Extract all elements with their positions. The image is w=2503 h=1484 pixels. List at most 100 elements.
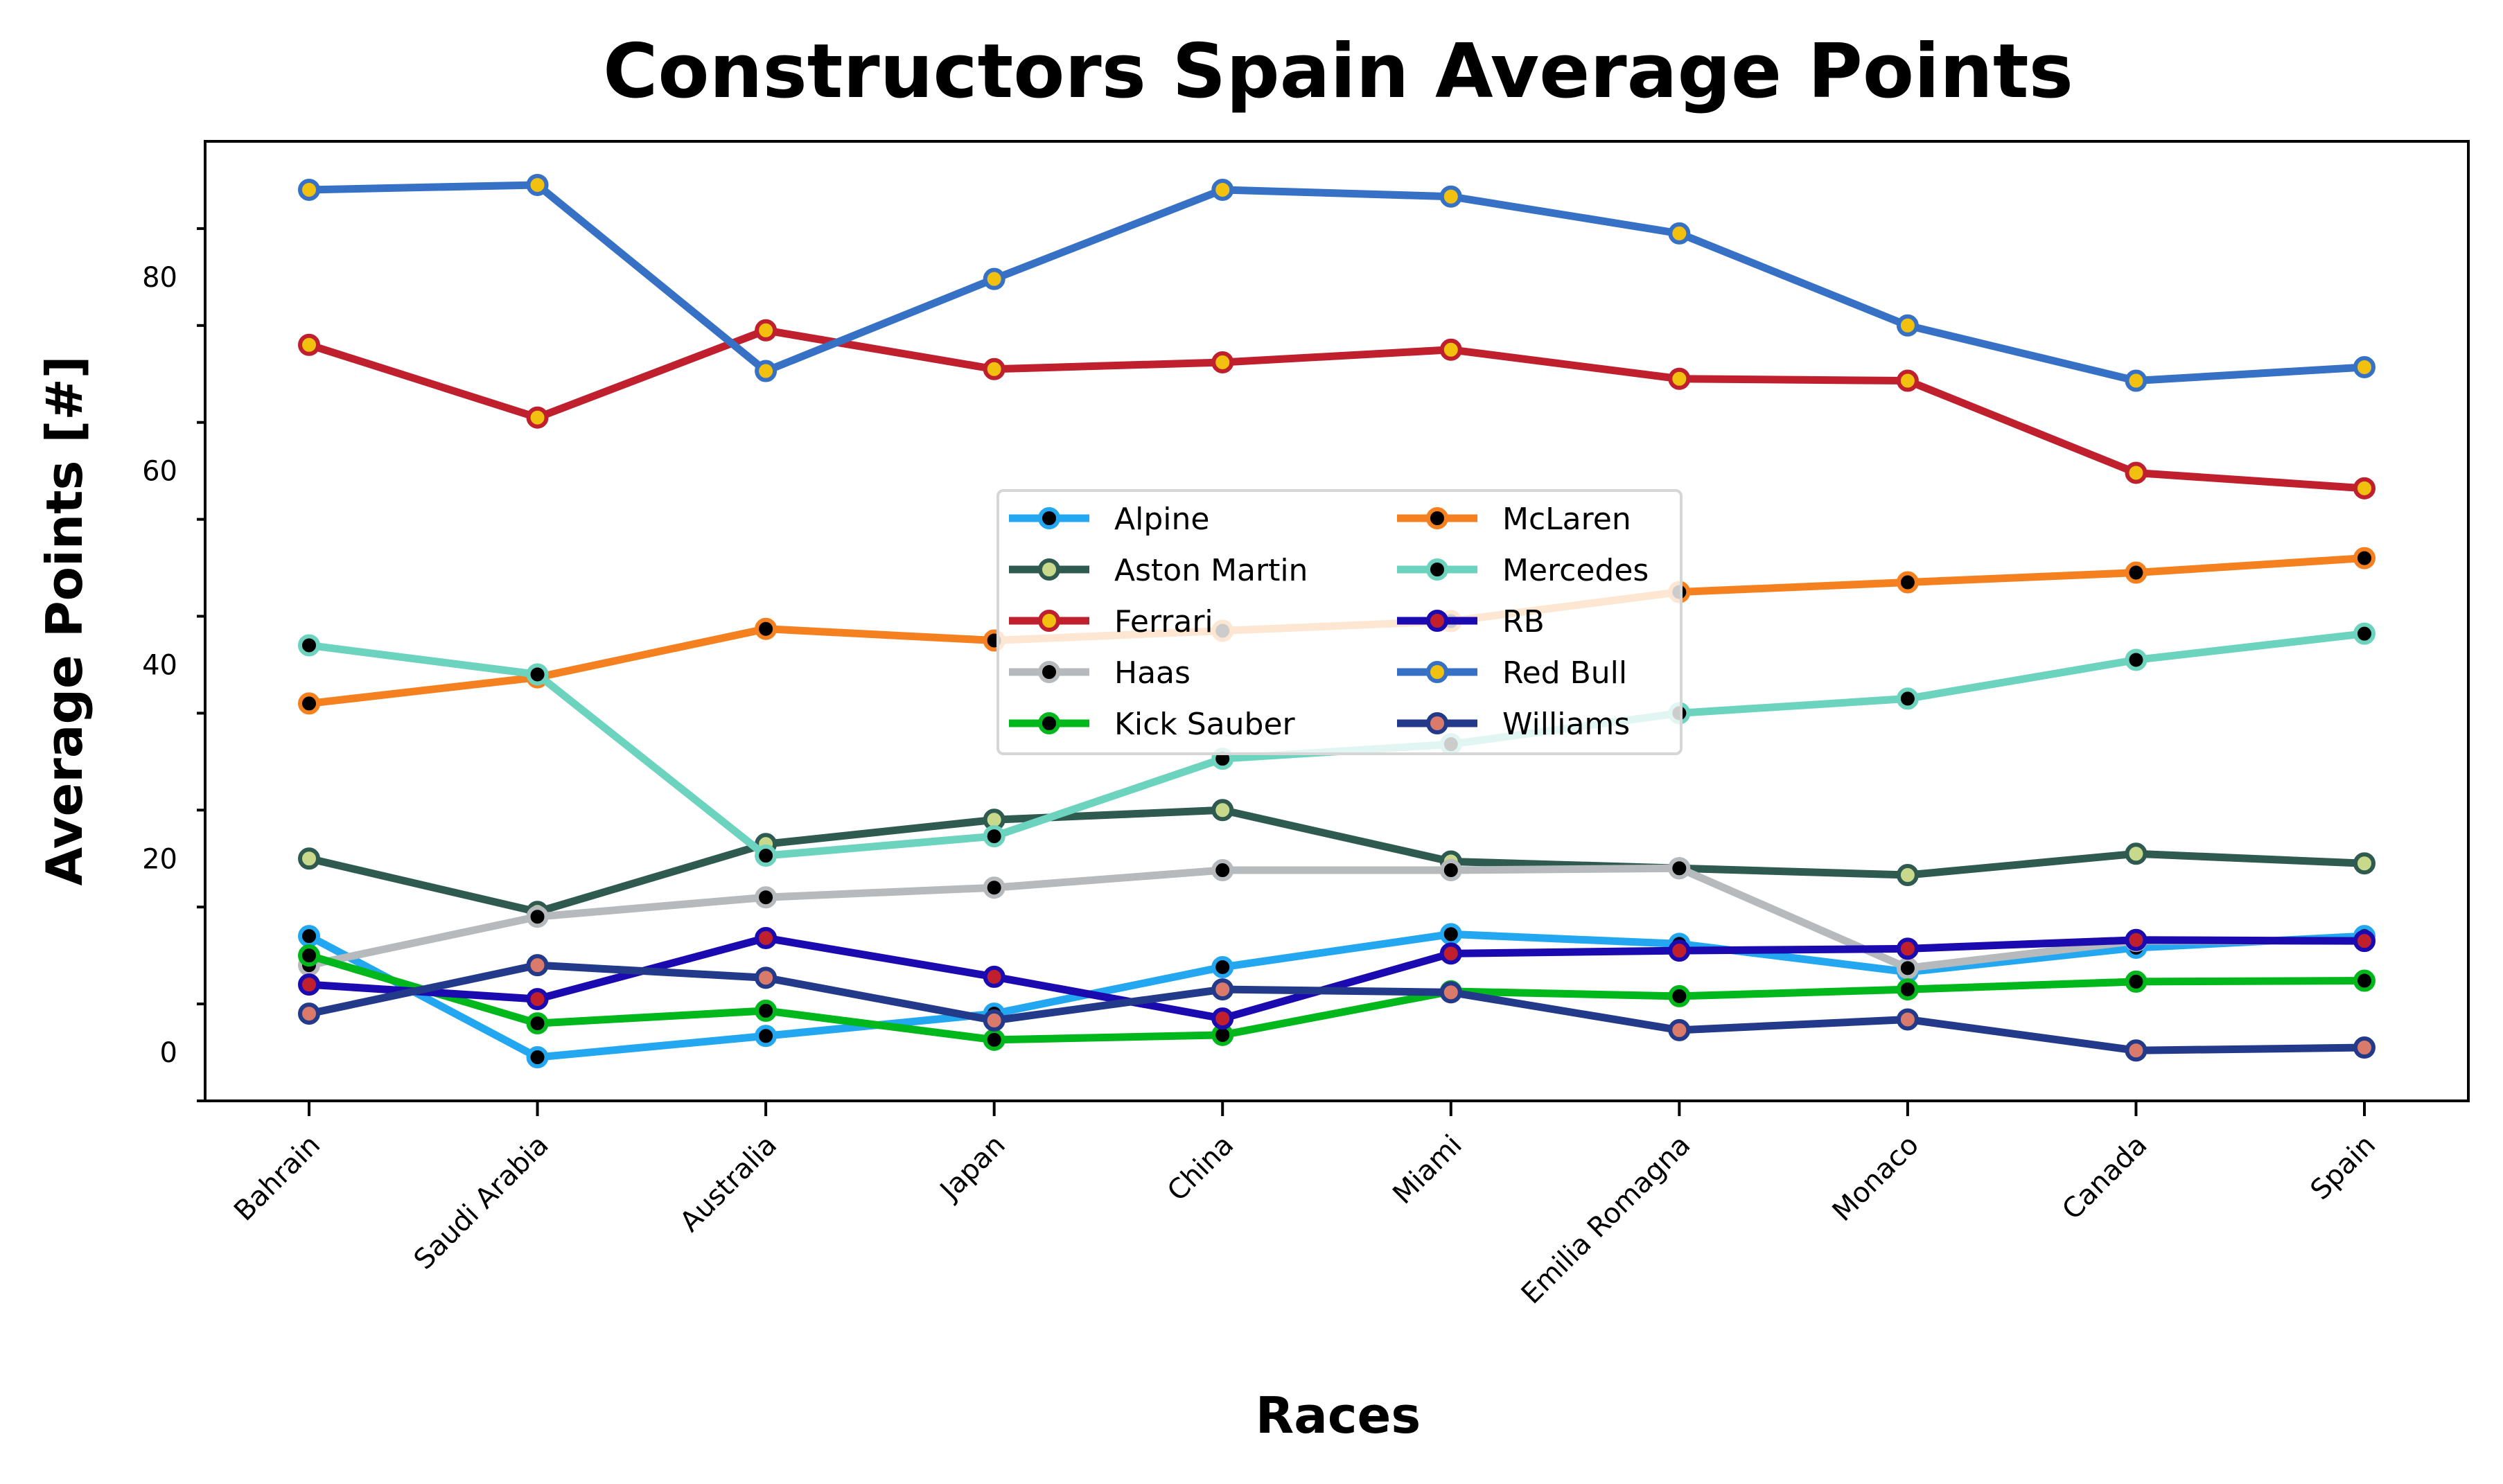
data-point: [298, 178, 320, 201]
data-point: [2125, 461, 2148, 484]
legend-label: Mercedes: [1502, 553, 1649, 588]
legend-swatch-marker: [1426, 712, 1448, 734]
data-point: [526, 663, 549, 686]
data-point: [2125, 648, 2148, 671]
data-point: [1439, 942, 1462, 965]
data-point: [2353, 622, 2375, 645]
x-tick-label: Miami: [1387, 1129, 1468, 1211]
data-point: [983, 267, 1005, 290]
legend-item-mclaren: McLaren: [1397, 502, 1631, 537]
legend-label: Kick Sauber: [1114, 707, 1296, 742]
data-point: [755, 617, 778, 640]
data-point: [1896, 687, 1919, 710]
data-point: [526, 954, 549, 977]
x-tick-label: Saudi Arabia: [408, 1129, 555, 1276]
data-point: [1439, 923, 1462, 946]
x-tick-label: Spain: [2305, 1129, 2382, 1207]
legend-label: Red Bull: [1502, 655, 1627, 691]
legend-label: Ferrari: [1114, 604, 1213, 639]
series-line: [308, 864, 2364, 972]
data-point: [1439, 185, 1462, 208]
legend-item-mercedes: Mercedes: [1397, 553, 1649, 588]
data-point: [1211, 1007, 1234, 1030]
x-tick-label: Emilia Romagna: [1516, 1129, 1697, 1311]
data-point: [983, 1009, 1005, 1032]
legend-swatch-marker: [1426, 507, 1448, 529]
y-tick-label: 20: [142, 843, 177, 875]
series-layer: [298, 173, 2375, 1069]
legend-swatch-marker: [1426, 610, 1448, 632]
data-point: [526, 1012, 549, 1035]
y-axis: 0 20 40 60 80: [142, 227, 205, 1102]
data-point: [2125, 970, 2148, 993]
data-point: [298, 925, 320, 948]
legend-swatch-marker: [1038, 610, 1060, 632]
data-point: [1896, 937, 1919, 960]
data-point: [1211, 978, 1234, 1001]
data-point: [2125, 561, 2148, 584]
data-point: [1439, 981, 1462, 1004]
data-point: [2353, 547, 2375, 569]
data-point: [1896, 314, 1919, 337]
data-point: [1439, 859, 1462, 882]
series-line: [308, 181, 2365, 385]
data-point: [298, 847, 320, 870]
data-point: [983, 1028, 1005, 1051]
x-axis: Bahrain Saudi Arabia Australia Japan China Mi…: [228, 1101, 2382, 1310]
y-tick-label: 0: [160, 1037, 177, 1069]
data-point: [755, 886, 778, 909]
legend-item-alpine: Alpine: [1009, 502, 1209, 537]
legend-label: RB: [1502, 604, 1545, 639]
legend-swatch-marker: [1038, 507, 1060, 529]
x-tick-label: China: [1161, 1129, 1240, 1208]
data-point: [2353, 852, 2375, 875]
y-axis-label: Average Points [#]: [35, 355, 94, 885]
data-point: [1668, 857, 1691, 880]
data-point: [1668, 1018, 1691, 1041]
data-point: [1668, 939, 1691, 962]
data-point: [755, 360, 778, 382]
x-tick-label: Bahrain: [228, 1129, 326, 1228]
series-line: [308, 951, 2365, 1044]
data-point: [755, 999, 778, 1022]
data-point: [1211, 859, 1234, 882]
legend-label: Williams: [1502, 707, 1630, 742]
series-williams: [298, 954, 2375, 1062]
data-point: [755, 319, 778, 342]
data-point: [526, 988, 549, 1011]
series-aston-martin: [298, 799, 2375, 924]
data-point: [1211, 351, 1234, 373]
legend-item-williams: Williams: [1397, 707, 1630, 742]
data-point: [1896, 957, 1919, 980]
data-point: [1896, 571, 1919, 594]
legend: Alpine Aston Martin Ferrari Haas Kick Sauber…: [996, 489, 1683, 755]
legend-label: Haas: [1114, 655, 1191, 691]
legend-item-haas: Haas: [1009, 655, 1191, 691]
y-tick-label: 60: [142, 456, 177, 488]
data-point: [298, 333, 320, 356]
data-point: [1896, 1008, 1919, 1031]
data-point: [2125, 928, 2148, 951]
data-point: [1896, 978, 1919, 1001]
data-point: [1439, 338, 1462, 361]
data-point: [1211, 178, 1234, 201]
plot-area: [204, 140, 2470, 1102]
legend-swatch-marker: [1038, 712, 1060, 734]
legend-swatch-marker: [1426, 661, 1448, 683]
data-point: [2125, 842, 2148, 865]
data-point: [1211, 955, 1234, 978]
legend-label: Alpine: [1114, 502, 1209, 537]
data-point: [2353, 930, 2375, 953]
x-tick-label: Monaco: [1827, 1129, 1925, 1228]
data-point: [1668, 984, 1691, 1007]
legend-item-kick-sauber: Kick Sauber: [1009, 707, 1296, 742]
y-tick-label: 80: [142, 262, 177, 294]
data-point: [298, 944, 320, 967]
data-point: [983, 876, 1005, 899]
series-ferrari: [298, 319, 2375, 500]
y-tick-label: 40: [142, 649, 177, 681]
data-point: [755, 926, 778, 949]
data-point: [983, 357, 1005, 380]
data-point: [298, 1002, 320, 1025]
